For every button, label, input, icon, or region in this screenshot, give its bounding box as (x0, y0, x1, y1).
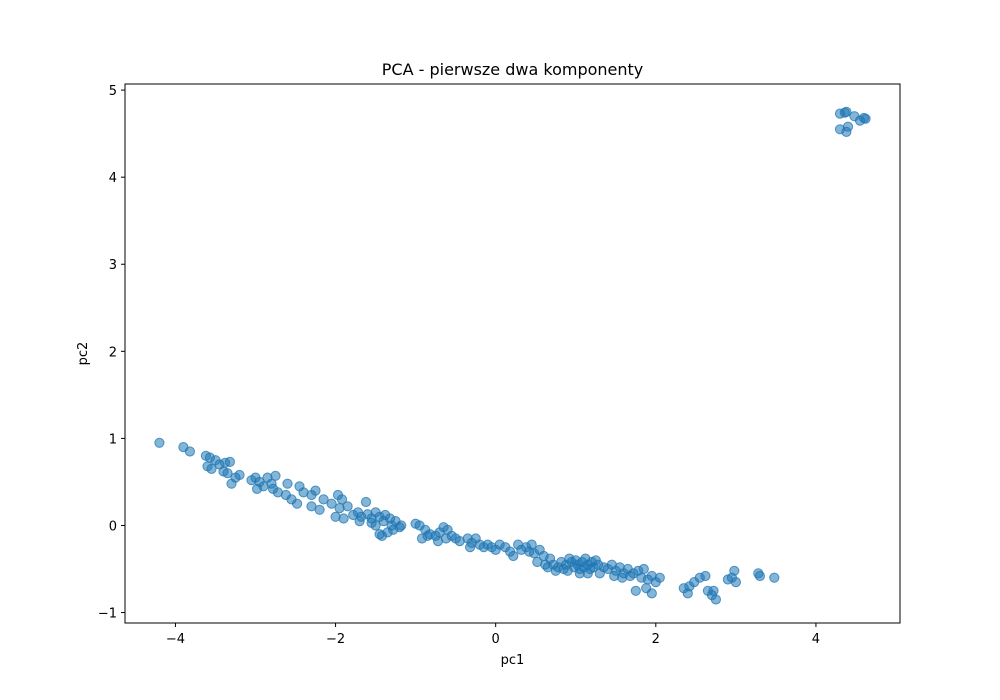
data-point (646, 588, 657, 599)
data-point (292, 498, 303, 509)
data-point (432, 536, 444, 547)
data-point (270, 470, 281, 481)
data-point (842, 121, 854, 132)
data-point (700, 570, 711, 582)
y-axis-ticks: −1 0 1 2 3 4 5 (98, 84, 125, 622)
data-point (841, 106, 852, 118)
x-tick-label: −4 (166, 632, 185, 647)
data-point (860, 113, 871, 124)
data-point (154, 437, 165, 448)
x-tick-label: 0 (492, 632, 500, 647)
y-tick-label: −1 (98, 607, 117, 622)
data-point (318, 494, 329, 505)
x-tick-label: 4 (812, 632, 820, 647)
data-point (184, 446, 195, 457)
data-point (654, 572, 665, 583)
y-tick-label: 5 (109, 84, 117, 99)
data-point (416, 533, 428, 544)
y-tick-label: 3 (109, 258, 117, 273)
data-point (729, 565, 740, 576)
data-point (376, 530, 388, 542)
x-axis-ticks: −4 −2 0 2 4 (166, 623, 820, 647)
data-point (542, 562, 553, 573)
data-point (252, 483, 263, 494)
data-point (310, 485, 321, 496)
data-point (638, 563, 649, 575)
data-point (630, 585, 641, 596)
data-point (396, 520, 407, 531)
data-point (282, 478, 293, 489)
data-point (562, 565, 573, 576)
data-point (234, 469, 245, 481)
y-axis-label: pc2 (76, 342, 91, 366)
data-point (526, 539, 537, 550)
data-point (465, 542, 476, 553)
data-point (206, 463, 217, 474)
y-tick-label: 2 (109, 345, 117, 360)
data-point (708, 585, 719, 596)
data-point (342, 501, 353, 512)
data-point (682, 588, 693, 599)
data-point (508, 550, 519, 562)
data-point (226, 478, 237, 489)
x-tick-label: 2 (652, 632, 660, 647)
data-point (354, 516, 365, 527)
data-point (366, 517, 377, 529)
chart-title: PCA - pierwsze dwa komponenty (382, 60, 644, 79)
y-tick-label: 0 (109, 519, 117, 534)
x-tick-label: −2 (326, 632, 345, 647)
y-tick-label: 1 (109, 432, 117, 447)
data-point (338, 513, 349, 524)
data-point (326, 498, 337, 509)
x-axis-label: pc1 (501, 653, 525, 668)
data-point (769, 572, 780, 583)
data-point (360, 496, 372, 508)
data-point (730, 577, 742, 588)
data-point (224, 456, 235, 467)
plot-frame (124, 83, 901, 624)
data-point (754, 570, 766, 582)
points-layer (154, 106, 871, 605)
y-tick-label: 4 (109, 171, 117, 186)
data-point (222, 468, 233, 479)
data-point (710, 594, 722, 605)
data-point (314, 504, 325, 515)
data-point (582, 568, 593, 579)
